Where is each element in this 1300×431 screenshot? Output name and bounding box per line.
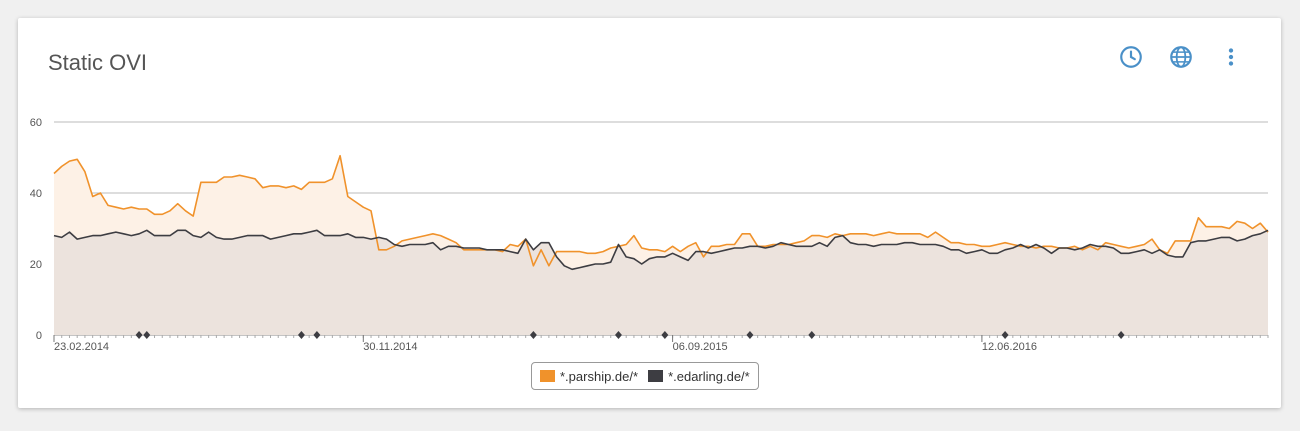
x-tick-label: 23.02.2014: [54, 341, 109, 353]
event-marker: [1117, 331, 1125, 339]
y-tick-label: 20: [30, 259, 42, 271]
legend-label-edarling: *.edarling.de/*: [668, 368, 750, 384]
x-tick-label: 12.06.2016: [982, 341, 1037, 353]
clock-icon[interactable]: [1118, 44, 1144, 70]
event-marker: [135, 331, 143, 339]
x-tick-label: 06.09.2015: [673, 341, 728, 353]
legend-label-parship: *.parship.de/*: [560, 368, 639, 384]
y-tick-label: 0: [36, 330, 42, 342]
area-chart: 0 20 40 60 23.02.2014 30.11.2014 06.09.2015 12.…: [30, 117, 1269, 353]
more-vert-icon[interactable]: [1218, 44, 1244, 70]
series-area-1: [54, 230, 1268, 335]
event-marker: [297, 331, 305, 339]
y-tick-label: 40: [30, 188, 42, 200]
legend-swatch-parship: [540, 370, 555, 382]
legend-item-parship[interactable]: *.parship.de/*: [540, 369, 638, 384]
series-line-1: [53, 229, 1269, 271]
legend-swatch-edarling: [648, 370, 664, 382]
event-marker: [661, 331, 669, 339]
event-marker: [313, 331, 321, 339]
legend-item-edarling[interactable]: *.edarling.de/*: [648, 369, 750, 384]
event-marker: [808, 331, 816, 339]
event-marker: [746, 331, 754, 339]
event-marker: [1001, 331, 1009, 339]
event-marker: [614, 331, 622, 339]
page-title: Static OVI: [48, 50, 148, 75]
globe-icon[interactable]: [1168, 44, 1194, 70]
chart-legend: *.parship.de/* *.edarling.de/*: [531, 362, 759, 390]
x-tick-label: 30.11.2014: [363, 341, 417, 353]
event-marker: [529, 331, 537, 339]
event-marker: [143, 331, 151, 339]
chart-card: Static OVI 0 20 40 60 23.02.2014 30.11.2014 06…: [18, 18, 1281, 408]
y-tick-label: 60: [30, 117, 42, 129]
